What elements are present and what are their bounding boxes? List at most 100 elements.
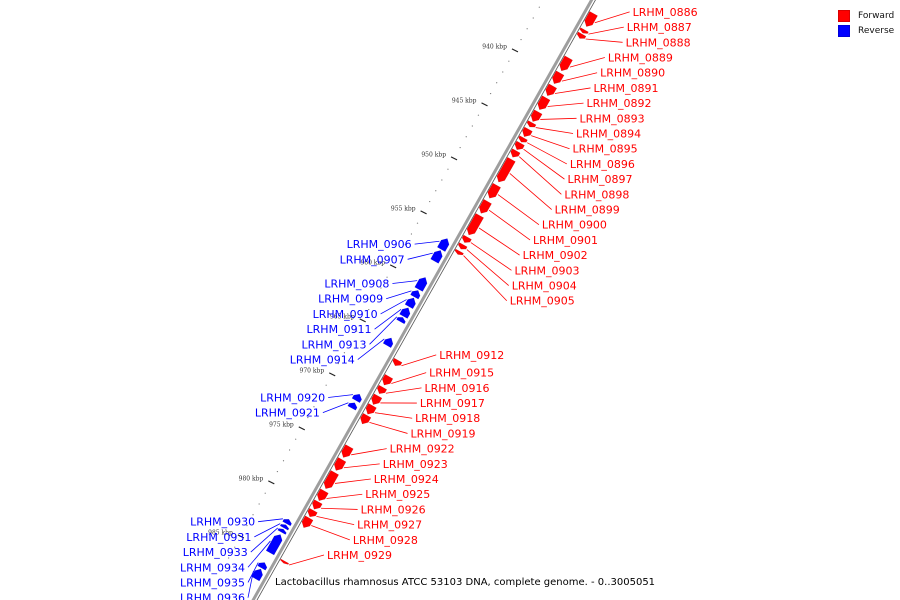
gene-LRHM_0900 [487, 182, 502, 199]
gene-LRHM_0931 [279, 523, 290, 531]
minor-tick-941 [508, 60, 510, 62]
gene-features [251, 11, 598, 582]
leader-LRHM_0929 [288, 554, 325, 566]
gene-LRHM_0889 [559, 55, 573, 72]
minor-tick-981 [264, 492, 266, 494]
major-tick-950 [450, 156, 458, 161]
minor-tick-977 [288, 449, 291, 451]
gene-label-LRHM_0898: LRHM_0898 [564, 188, 629, 201]
leader-LRHM_0923 [343, 463, 380, 469]
gene-label-LRHM_0886: LRHM_0886 [633, 6, 698, 19]
minor-tick-956 [416, 222, 419, 224]
minor-tick-937 [532, 17, 534, 19]
gene-label-LRHM_0919: LRHM_0919 [411, 427, 476, 440]
gene-LRHM_0934 [265, 534, 283, 556]
label-leader-lines [247, 11, 630, 598]
gene-LRHM_0888 [576, 31, 587, 39]
leader-LRHM_0920 [328, 394, 354, 398]
major-tick-970 [328, 372, 336, 377]
gene-label-LRHM_0906: LRHM_0906 [347, 238, 412, 251]
gene-LRHM_0930 [282, 519, 292, 527]
leader-LRHM_0894 [535, 127, 574, 134]
gene-LRHM_0897 [514, 140, 525, 150]
minor-tick-953 [435, 190, 437, 192]
minor-tick-979 [276, 470, 279, 473]
gene-label-LRHM_0896: LRHM_0896 [570, 158, 635, 171]
gene-label-LRHM_0912: LRHM_0912 [439, 349, 504, 362]
leader-LRHM_0895 [531, 135, 570, 150]
gene-label-LRHM_0936: LRHM_0936 [180, 592, 245, 600]
gene-LRHM_0924 [323, 470, 340, 490]
leader-LRHM_0925 [326, 493, 363, 499]
gene-LRHM_0936 [251, 568, 263, 582]
gene-LRHM_0906 [436, 238, 450, 252]
minor-tick-957 [410, 233, 413, 235]
leader-LRHM_0913 [369, 316, 398, 345]
leader-LRHM_0891 [554, 87, 591, 94]
leader-LRHM_0927 [316, 515, 355, 526]
tick-label-975: 975 kbp [269, 421, 294, 428]
tick-label-940: 940 kbp [482, 43, 507, 50]
gene-label-LRHM_0923: LRHM_0923 [383, 458, 448, 471]
tick-label-965: 965 kbp [330, 313, 355, 320]
minor-tick-962 [380, 287, 382, 289]
minor-tick-952 [441, 179, 443, 181]
leader-LRHM_0887 [588, 26, 624, 35]
tick-label-950: 950 kbp [421, 151, 446, 158]
gene-label-LRHM_0928: LRHM_0928 [353, 534, 418, 547]
leader-LRHM_0888 [585, 38, 623, 43]
leader-LRHM_0886 [594, 11, 630, 24]
leader-LRHM_0933 [250, 527, 278, 553]
minor-tick-942 [502, 71, 504, 73]
gene-label-LRHM_0902: LRHM_0902 [523, 249, 588, 262]
leader-LRHM_0922 [351, 448, 387, 456]
tick-label-970: 970 kbp [300, 367, 325, 374]
gene-LRHM_0893 [530, 109, 543, 122]
gene-LRHM_0891 [545, 83, 558, 97]
gene-labels: LRHM_0886 LRHM_0887 LRHM_0888 LRHM_0889 LRHM… [180, 6, 698, 600]
major-tick-955 [420, 210, 427, 215]
legend-swatch-reverse [838, 24, 850, 37]
gene-LRHM_0917 [371, 393, 383, 405]
minor-tick-964 [368, 308, 370, 311]
minor-tick-967 [349, 341, 352, 343]
gene-LRHM_0895 [522, 126, 533, 137]
leader-LRHM_0911 [374, 308, 402, 330]
gene-label-LRHM_0925: LRHM_0925 [365, 488, 430, 501]
major-tick-980 [268, 480, 275, 485]
minor-tick-944 [489, 92, 492, 95]
leader-LRHM_0936 [247, 571, 254, 598]
leader-LRHM_0898 [519, 156, 562, 195]
leader-LRHM_0890 [561, 72, 598, 82]
gene-LRHM_0921 [347, 402, 358, 411]
minor-tick-986 [234, 546, 236, 548]
gene-LRHM_0918 [365, 403, 377, 415]
gene-label-LRHM_0903: LRHM_0903 [514, 264, 579, 277]
minor-tick-948 [465, 136, 467, 138]
gene-LRHM_0912 [392, 357, 403, 366]
leader-LRHM_0901 [488, 209, 531, 241]
gene-label-LRHM_0888: LRHM_0888 [626, 36, 691, 49]
gene-label-LRHM_0901: LRHM_0901 [533, 234, 598, 247]
gene-label-LRHM_0910: LRHM_0910 [313, 308, 378, 321]
gene-label-LRHM_0921: LRHM_0921 [255, 407, 320, 420]
leader-LRHM_0924 [334, 478, 371, 484]
leader-LRHM_0892 [547, 102, 584, 107]
leader-LRHM_0918 [374, 412, 413, 419]
gene-LRHM_0902 [466, 213, 485, 236]
gene-label-LRHM_0889: LRHM_0889 [608, 52, 673, 65]
leader-LRHM_0905 [463, 255, 508, 301]
tick-label-955: 955 kbp [391, 205, 416, 212]
gene-LRHM_0910 [404, 297, 416, 310]
gene-label-LRHM_0894: LRHM_0894 [576, 128, 641, 141]
gene-label-LRHM_0934: LRHM_0934 [180, 561, 245, 574]
gene-LRHM_0907 [430, 250, 443, 264]
gene-label-LRHM_0895: LRHM_0895 [573, 143, 638, 156]
tick-label-980: 980 kbp [239, 475, 264, 482]
minor-tick-963 [374, 298, 376, 300]
minor-tick-951 [447, 168, 449, 170]
minor-tick-946 [477, 114, 480, 116]
minor-tick-961 [386, 276, 388, 278]
genome-caption: Lactobacillus rhamnosus ATCC 53103 DNA, … [275, 577, 656, 588]
